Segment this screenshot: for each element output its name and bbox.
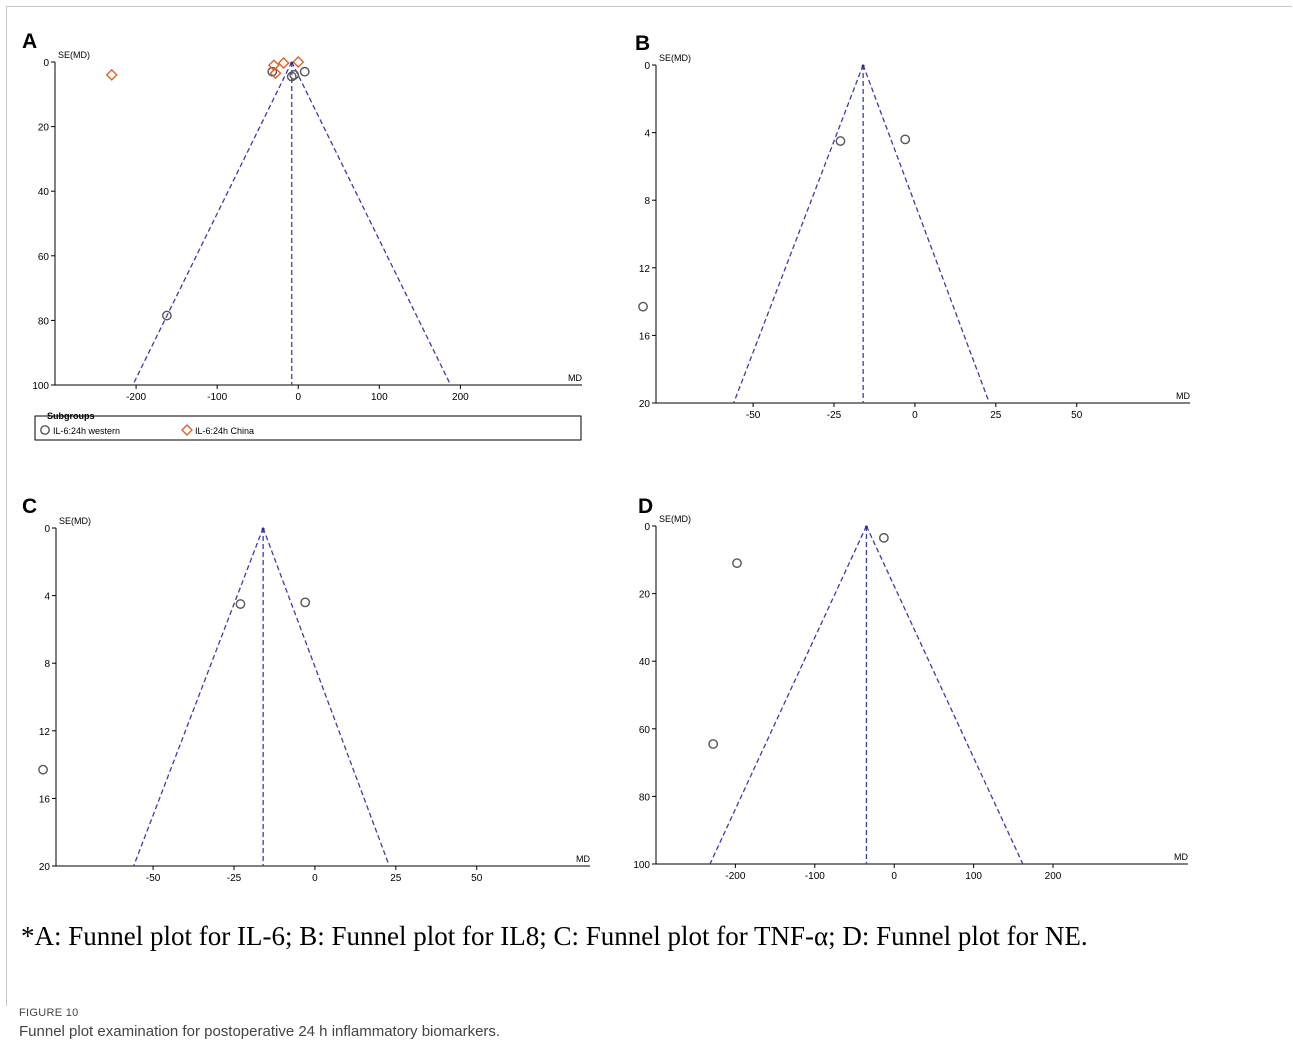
study-point-circle bbox=[835, 136, 846, 146]
funnel-right-limit bbox=[291, 61, 452, 386]
y-tick-label: 100 bbox=[633, 860, 650, 871]
y-tick-label: 8 bbox=[44, 659, 50, 670]
funnel-left-limit bbox=[733, 64, 864, 404]
legend-entry-label: IL-6:24h western bbox=[53, 426, 120, 436]
x-tick-label: 0 bbox=[891, 871, 897, 882]
figure-caption: Funnel plot examination for postoperativ… bbox=[19, 1023, 501, 1040]
x-tick-label: -100 bbox=[805, 871, 825, 882]
y-tick-label: 20 bbox=[39, 862, 51, 873]
x-tick-label: -50 bbox=[746, 410, 761, 421]
study-point-circle bbox=[38, 764, 48, 775]
study-point-diamond bbox=[105, 68, 118, 81]
x-tick-label: -25 bbox=[227, 873, 242, 884]
y-axis-label: SE(MD) bbox=[59, 516, 91, 526]
x-tick-label: -200 bbox=[725, 871, 745, 882]
study-point-circle bbox=[299, 66, 310, 77]
study-point-circle bbox=[235, 599, 246, 609]
y-axis-label: SE(MD) bbox=[659, 514, 691, 524]
y-tick-label: 0 bbox=[44, 524, 50, 535]
study-point-circle bbox=[732, 558, 742, 569]
y-tick-label: 80 bbox=[38, 316, 50, 327]
legend-title: Subgroups bbox=[47, 411, 95, 421]
legend-marker-diamond bbox=[181, 424, 193, 436]
x-tick-label: 100 bbox=[371, 392, 388, 403]
x-axis-label: MD bbox=[1176, 391, 1190, 401]
y-axis-label: SE(MD) bbox=[58, 50, 90, 60]
study-point-circle bbox=[300, 597, 311, 608]
funnel-left-limit bbox=[132, 61, 293, 386]
funnel-right-limit bbox=[262, 527, 390, 867]
y-tick-label: 8 bbox=[644, 196, 650, 207]
funnel-apex bbox=[261, 527, 265, 531]
y-tick-label: 0 bbox=[43, 58, 49, 69]
x-tick-label: -100 bbox=[207, 392, 227, 403]
panel-letter: A bbox=[22, 30, 37, 53]
x-tick-label: -50 bbox=[146, 873, 161, 884]
x-tick-label: -25 bbox=[827, 410, 842, 421]
x-axis-label: MD bbox=[576, 854, 590, 864]
x-axis-label: MD bbox=[568, 373, 582, 383]
y-tick-label: 40 bbox=[639, 657, 651, 668]
study-point-circle bbox=[286, 71, 297, 82]
funnel-right-limit bbox=[865, 525, 1024, 865]
y-tick-label: 16 bbox=[639, 331, 651, 342]
panel-letter: B bbox=[635, 32, 650, 55]
legend-entry-label: IL-6:24h China bbox=[195, 426, 254, 436]
y-tick-label: 60 bbox=[639, 725, 651, 736]
study-point-circle bbox=[638, 301, 648, 312]
y-tick-label: 100 bbox=[32, 381, 49, 392]
x-tick-label: 50 bbox=[471, 873, 483, 884]
x-axis-label: MD bbox=[1174, 852, 1188, 862]
study-point-diamond bbox=[277, 56, 290, 69]
x-tick-label: 200 bbox=[1045, 871, 1062, 882]
x-tick-label: 25 bbox=[390, 873, 402, 884]
funnel-right-limit bbox=[862, 64, 990, 404]
x-tick-label: -200 bbox=[126, 392, 146, 403]
legend-box bbox=[34, 415, 582, 441]
y-tick-label: 12 bbox=[639, 264, 651, 275]
figure-label: FIGURE 10 bbox=[19, 1007, 79, 1019]
y-tick-label: 16 bbox=[39, 794, 51, 805]
x-tick-label: 0 bbox=[295, 392, 301, 403]
x-tick-label: 0 bbox=[912, 410, 918, 421]
study-point-diamond bbox=[292, 56, 305, 68]
x-tick-label: 100 bbox=[965, 871, 982, 882]
funnel-left-limit bbox=[133, 527, 264, 867]
y-tick-label: 60 bbox=[38, 252, 50, 263]
panel-letter: C bbox=[22, 495, 37, 518]
funnel-left-limit bbox=[709, 525, 868, 865]
y-tick-label: 40 bbox=[38, 187, 50, 198]
funnel-apex bbox=[861, 64, 865, 68]
x-tick-label: 25 bbox=[990, 410, 1002, 421]
legend-marker-circle bbox=[40, 425, 50, 435]
figure-frame bbox=[6, 6, 1292, 1006]
x-tick-label: 200 bbox=[452, 392, 469, 403]
y-axis-label: SE(MD) bbox=[659, 53, 691, 63]
study-point-circle bbox=[878, 532, 889, 543]
panel-letter: D bbox=[638, 495, 653, 518]
y-tick-label: 4 bbox=[44, 592, 50, 603]
study-point-circle bbox=[900, 134, 911, 145]
y-tick-label: 0 bbox=[644, 61, 650, 72]
y-tick-label: 20 bbox=[38, 123, 50, 134]
panel-key-caption: *A: Funnel plot for IL-6; B: Funnel plot… bbox=[21, 921, 1088, 951]
y-tick-label: 20 bbox=[639, 399, 651, 410]
y-tick-label: 80 bbox=[639, 792, 651, 803]
study-point-circle bbox=[161, 310, 172, 321]
y-tick-label: 0 bbox=[644, 522, 650, 533]
funnel-apex bbox=[864, 525, 868, 529]
y-tick-label: 12 bbox=[39, 727, 51, 738]
x-tick-label: 50 bbox=[1071, 410, 1083, 421]
study-point-circle bbox=[289, 70, 300, 80]
study-point-diamond bbox=[269, 67, 282, 80]
y-tick-label: 20 bbox=[639, 590, 651, 601]
x-tick-label: 0 bbox=[312, 873, 318, 884]
y-tick-label: 4 bbox=[644, 129, 650, 140]
study-point-circle bbox=[708, 739, 719, 749]
